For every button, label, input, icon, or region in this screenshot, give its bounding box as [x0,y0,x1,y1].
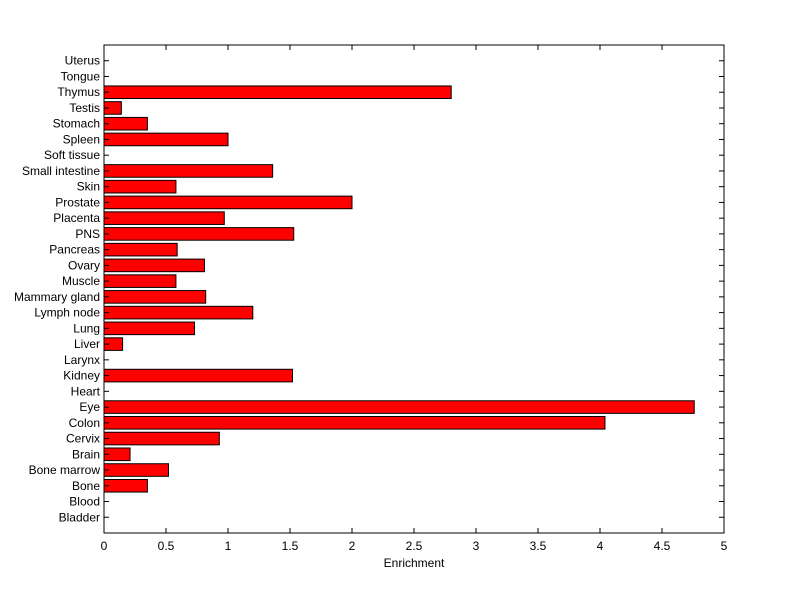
bar-pns [103,227,295,241]
category-label-kidney: Kidney [63,369,100,383]
bar-kidney [103,368,293,383]
bar-colon [103,416,606,430]
category-label-testis: Testis [69,101,100,115]
bar-bone-marrow [103,463,169,477]
axes-box [103,44,725,534]
x-tick-label: 1.5 [282,539,299,553]
x-tick-label: 2 [349,539,356,553]
bar-spleen [103,132,229,147]
x-tick-label: 3.5 [530,539,547,553]
category-label-lung: Lung [73,321,100,335]
category-label-bladder: Bladder [59,510,100,524]
x-tick-label: 3 [473,539,480,553]
category-label-placenta: Placenta [53,211,100,225]
bar-small-intestine [103,164,274,178]
bar-muscle [103,274,177,288]
x-tick-label: 5 [721,539,728,553]
category-label-stomach: Stomach [53,117,100,131]
category-label-cervix: Cervix [66,432,100,446]
category-label-blood: Blood [69,495,100,509]
bar-thymus [103,85,452,100]
category-label-thymus: Thymus [57,85,100,99]
x-axis-label: Enrichment [384,556,445,570]
bar-cervix [103,431,220,446]
ticks-layer [103,45,725,533]
bar-stomach [103,116,148,131]
bar-lymph-node [103,305,254,320]
x-tick-label: 0.5 [158,539,175,553]
bar-eye [103,400,695,414]
x-tick-label: 1 [225,539,232,553]
bar-skin [103,179,177,194]
category-label-brain: Brain [72,447,100,461]
category-label-pns: PNS [75,227,100,241]
bar-ovary [103,258,205,273]
category-label-ovary: Ovary [68,258,100,272]
category-label-bone: Bone [72,479,100,493]
category-label-pancreas: Pancreas [49,243,100,257]
category-label-eye: Eye [79,400,100,414]
bar-prostate [103,195,353,210]
bar-mammary-gland [103,290,207,304]
category-label-spleen: Spleen [63,132,100,146]
category-label-uterus: Uterus [65,54,100,68]
bar-placenta [103,211,225,225]
category-label-colon: Colon [69,416,100,430]
category-label-small-intestine: Small intestine [22,164,100,178]
x-tick-label: 4.5 [654,539,671,553]
x-tick-label: 2.5 [406,539,423,553]
category-label-tongue: Tongue [61,69,101,83]
bar-lung [103,321,196,336]
category-label-muscle: Muscle [62,274,100,288]
category-label-prostate: Prostate [55,195,100,209]
category-label-bone-marrow: Bone marrow [29,463,101,477]
category-label-heart: Heart [71,384,101,398]
category-label-soft-tissue: Soft tissue [44,148,100,162]
category-label-lymph-node: Lymph node [34,306,100,320]
x-tick-labels: 0 0.5 1 1.5 2 2.5 3 3.5 4 4.5 5 [101,539,728,553]
bar-pancreas [103,242,178,257]
x-tick-label: 4 [597,539,604,553]
bar-bone [103,478,148,493]
category-label-mammary-gland: Mammary gland [14,290,100,304]
category-label-larynx: Larynx [64,353,100,367]
x-tick-label: 0 [101,539,108,553]
category-label-skin: Skin [77,180,100,194]
category-label-liver: Liver [74,337,100,351]
